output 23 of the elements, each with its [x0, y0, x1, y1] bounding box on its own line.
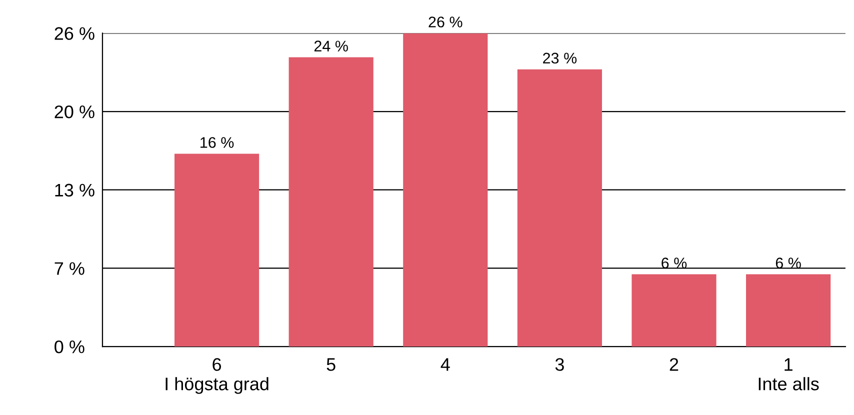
- bar: [403, 33, 488, 347]
- y-tick-label: 13 %: [55, 184, 94, 197]
- data-label: 23 %: [543, 52, 577, 64]
- bar: [632, 274, 716, 347]
- y-tick-label: 20 %: [54, 105, 94, 118]
- x-tick-label: 5: [326, 358, 336, 371]
- y-tick-label: 26 %: [54, 27, 94, 40]
- data-label: 6 %: [662, 258, 687, 268]
- data-label: 6 %: [776, 258, 801, 268]
- y-tick-label: 0 %: [54, 340, 84, 354]
- x-tick-label: 1 Inte alls: [758, 358, 819, 390]
- x-tick-label: 6 I högsta grad: [166, 358, 268, 394]
- x-tick-label: 4: [440, 358, 450, 371]
- x-tick-label: 2: [670, 358, 678, 371]
- x-tick-label: 3: [555, 358, 564, 371]
- data-label: 24 %: [314, 40, 348, 52]
- bar: [174, 154, 260, 347]
- bar: [746, 274, 831, 347]
- data-label: 16 %: [200, 137, 234, 148]
- bar: [288, 57, 374, 347]
- data-label: 26 %: [428, 16, 462, 28]
- y-tick-label: 7 %: [54, 262, 84, 275]
- bar: [517, 69, 602, 347]
